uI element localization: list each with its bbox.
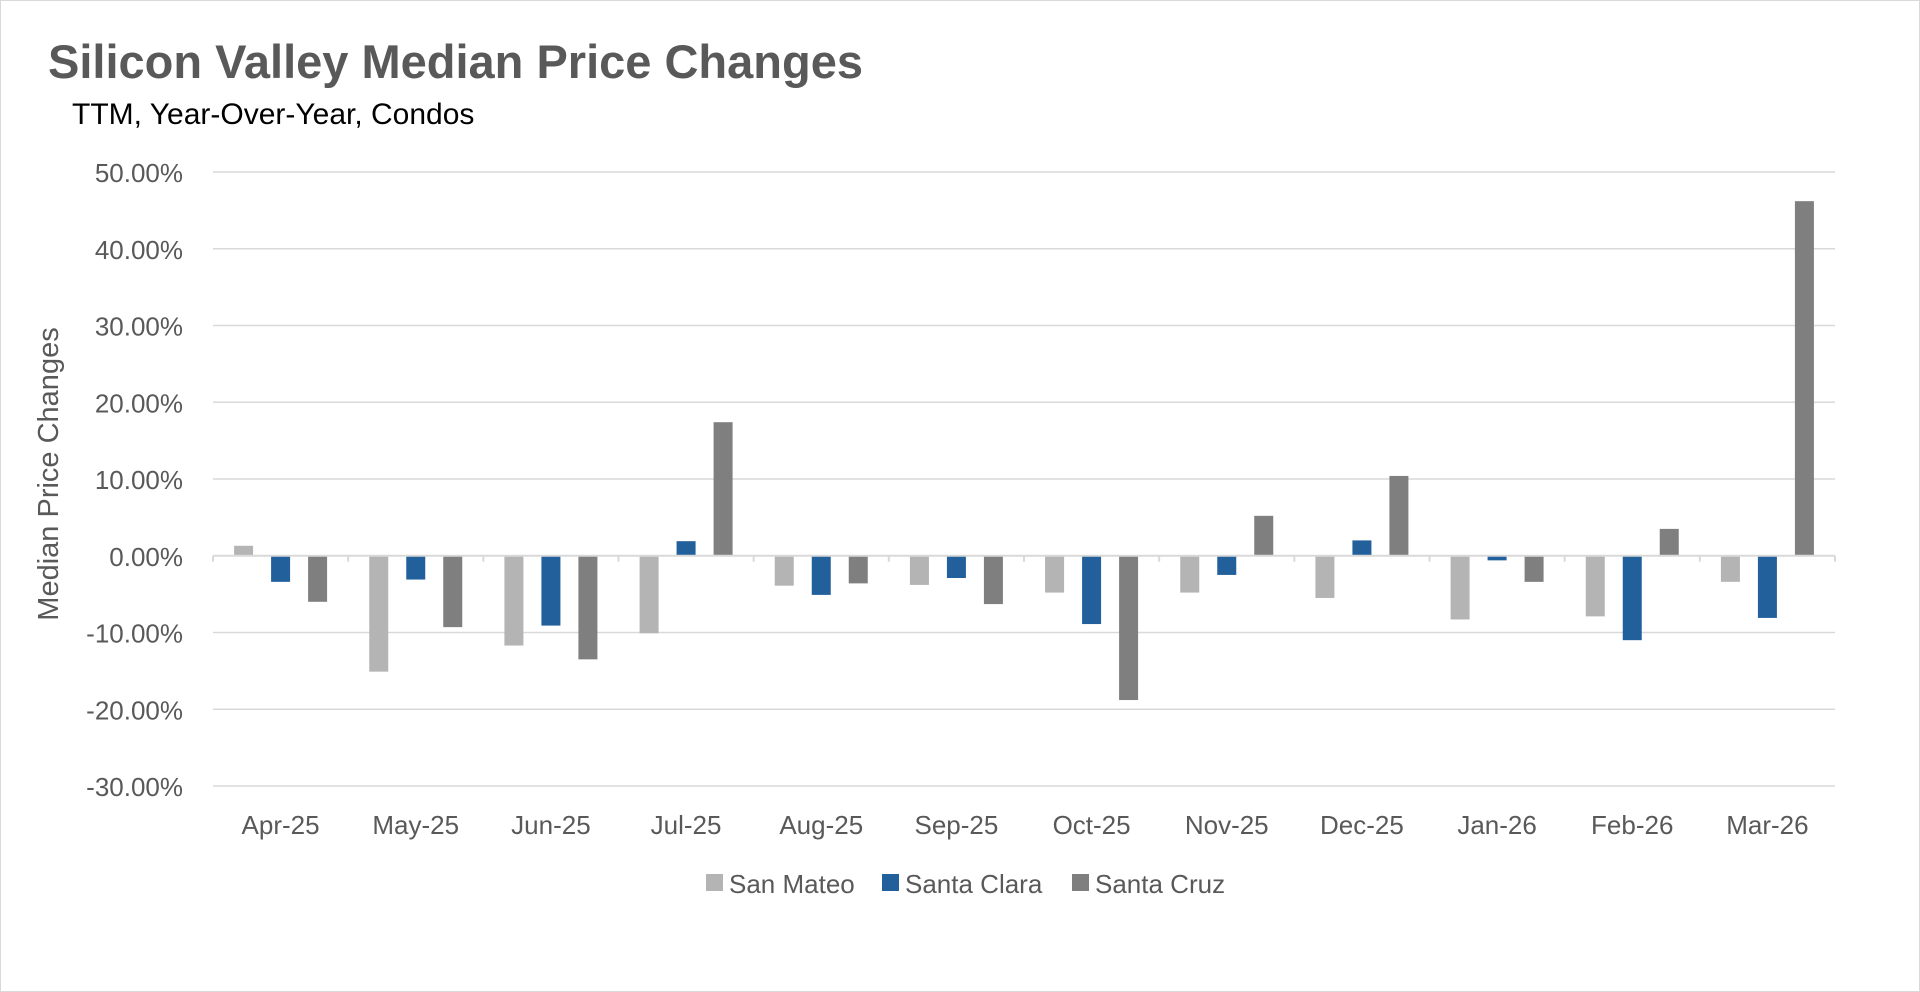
y-tick-label: -20.00% (86, 695, 183, 725)
bars (234, 201, 1814, 701)
bar-santa-clara-jan-26 (1487, 555, 1507, 561)
bar-san-mateo-jan-26 (1450, 555, 1470, 620)
x-tick-label: May-25 (372, 810, 459, 840)
x-axis-tick-labels: Apr-25 May-25 Jun-25 Jul-25 Aug-25 Sep-25 Oct-… (242, 810, 1809, 840)
bar-santa-clara-oct-25 (1082, 555, 1102, 625)
legend-swatch (1072, 874, 1089, 891)
bar-santa-cruz-aug-25 (848, 555, 868, 584)
bar-santa-cruz-jun-25 (578, 555, 598, 660)
legend-label: San Mateo (729, 869, 855, 899)
bar-santa-clara-may-25 (406, 555, 426, 580)
bar-santa-cruz-jan-26 (1524, 555, 1544, 582)
bar-santa-clara-jun-25 (541, 555, 561, 626)
x-tick-label: Nov-25 (1185, 810, 1269, 840)
bar-santa-clara-dec-25 (1352, 540, 1372, 556)
y-axis-label: Median Price Changes (33, 327, 65, 620)
bar-santa-clara-jul-25 (676, 541, 696, 556)
x-tick-label: Oct-25 (1053, 810, 1131, 840)
y-tick-label: -30.00% (86, 772, 183, 802)
x-tick-label: Aug-25 (779, 810, 863, 840)
bar-san-mateo-nov-25 (1180, 555, 1200, 593)
bar-santa-cruz-may-25 (443, 555, 463, 628)
bar-san-mateo-feb-26 (1585, 555, 1605, 617)
y-tick-label: 40.00% (95, 235, 183, 265)
bar-san-mateo-jul-25 (639, 555, 659, 634)
x-axis (212, 554, 1836, 562)
bar-santa-clara-nov-25 (1217, 555, 1237, 575)
x-tick-label: Jul-25 (651, 810, 722, 840)
legend-label: Santa Clara (905, 869, 1043, 899)
y-tick-label: 0.00% (109, 542, 183, 572)
x-tick-label: Sep-25 (914, 810, 998, 840)
bar-santa-cruz-oct-25 (1119, 555, 1139, 701)
x-tick-label: Mar-26 (1726, 810, 1808, 840)
bar-san-mateo-mar-26 (1720, 555, 1740, 582)
bar-santa-cruz-apr-25 (308, 555, 328, 602)
bar-santa-cruz-mar-26 (1794, 201, 1814, 556)
y-tick-label: 50.00% (95, 158, 183, 188)
y-tick-label: 10.00% (95, 465, 183, 495)
legend-swatch (706, 874, 723, 891)
bar-santa-clara-apr-25 (271, 555, 291, 582)
bar-san-mateo-oct-25 (1045, 555, 1065, 593)
bar-santa-cruz-dec-25 (1389, 475, 1409, 556)
gridlines (213, 171, 1835, 787)
legend: San Mateo Santa Clara Santa Cruz (706, 869, 1225, 899)
bar-santa-cruz-nov-25 (1254, 515, 1274, 556)
bar-san-mateo-sep-25 (909, 555, 929, 585)
x-tick-label: Dec-25 (1320, 810, 1404, 840)
chart-subtitle: TTM, Year-Over-Year, Condos (72, 98, 475, 131)
legend-item-santa-clara: Santa Clara (882, 869, 1043, 899)
y-tick-label: 30.00% (95, 312, 183, 342)
bar-san-mateo-jun-25 (504, 555, 524, 646)
y-tick-label: -10.00% (86, 619, 183, 649)
bar-san-mateo-apr-25 (234, 545, 254, 556)
bar-santa-clara-sep-25 (946, 555, 966, 579)
x-tick-label: Jun-25 (511, 810, 591, 840)
legend-item-san-mateo: San Mateo (706, 869, 855, 899)
bar-santa-cruz-sep-25 (983, 555, 1003, 605)
bar-santa-clara-feb-26 (1622, 555, 1642, 641)
y-axis-tick-labels: 50.00% 40.00% 30.00% 20.00% 10.00% 0.00% -10.0… (86, 158, 183, 802)
bar-santa-cruz-jul-25 (713, 422, 733, 556)
bar-san-mateo-may-25 (369, 555, 389, 672)
legend-item-santa-cruz: Santa Cruz (1072, 869, 1225, 899)
legend-swatch (882, 874, 899, 891)
bar-san-mateo-aug-25 (774, 555, 794, 586)
bar-santa-cruz-feb-26 (1659, 528, 1679, 556)
bar-santa-clara-aug-25 (811, 555, 831, 595)
bar-santa-clara-mar-26 (1757, 555, 1777, 618)
legend-label: Santa Cruz (1095, 869, 1225, 899)
x-tick-label: Jan-26 (1457, 810, 1537, 840)
y-tick-label: 20.00% (95, 388, 183, 418)
bar-san-mateo-dec-25 (1315, 555, 1335, 598)
chart-title: Silicon Valley Median Price Changes (48, 35, 863, 88)
x-tick-label: Apr-25 (242, 810, 320, 840)
x-tick-label: Feb-26 (1591, 810, 1673, 840)
